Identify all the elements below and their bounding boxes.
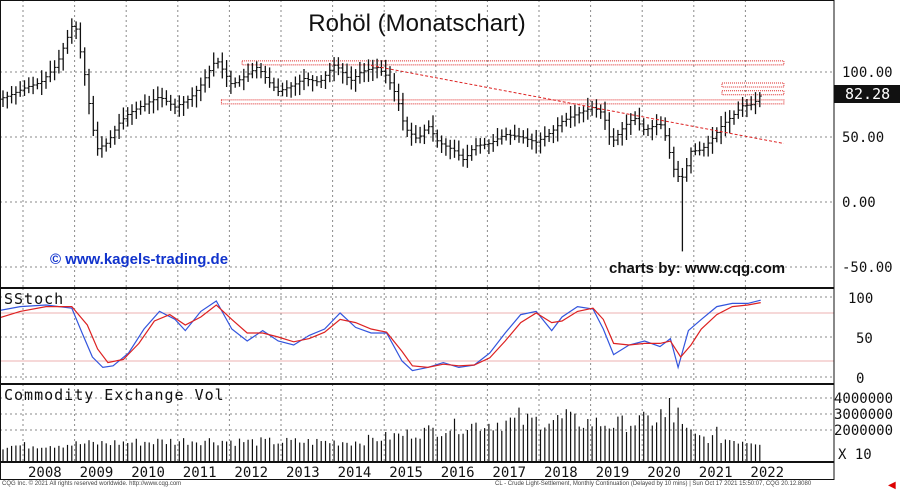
watermark-kagels: © www.kagels-trading.de	[50, 251, 229, 268]
footer-copyright: CQG Inc. © 2021 All rights reserved worl…	[2, 481, 182, 487]
x-axis-year: 2012	[234, 465, 268, 481]
pane-border	[0, 384, 835, 462]
scroll-left-arrow-icon[interactable]: ◀	[888, 480, 896, 491]
volume-axis-tick: 4000000	[834, 391, 893, 407]
volume-pane-label: Commodity Exchange Vol	[4, 386, 225, 404]
last-price-label: 82.28	[845, 85, 890, 103]
volume-bars	[2, 398, 761, 462]
x-axis-year: 2014	[338, 465, 372, 481]
x-axis-year: 2010	[131, 465, 165, 481]
stoch-axis-tick: 50	[856, 331, 873, 347]
x-axis-year: 2017	[492, 465, 526, 481]
trendline	[370, 65, 784, 144]
trendline-layer	[370, 65, 784, 144]
x-axis-year: 2008	[28, 465, 62, 481]
grid-layer	[0, 0, 834, 462]
resistance-levels	[220, 60, 785, 105]
pane-border	[0, 462, 835, 480]
x-axis-year: 2013	[286, 465, 320, 481]
pane-frames	[0, 0, 835, 480]
chart-title: Rohöl (Monatschart)	[308, 10, 526, 37]
price-axis-tick: -50.00	[842, 260, 893, 276]
x-axis-year: 2009	[80, 465, 114, 481]
x-axis-year: 2022	[750, 465, 784, 481]
stoch-axis-tick: 0	[856, 371, 864, 387]
x-axis-year: 2020	[647, 465, 681, 481]
volume-axis-tick: 3000000	[834, 407, 893, 423]
resistance-line	[220, 99, 785, 105]
price-axis-tick: 100.00	[842, 65, 893, 81]
stoch-slow-line	[0, 302, 761, 369]
stoch-axis-tick: 100	[848, 291, 873, 307]
stochastic-lines	[0, 299, 834, 372]
axis-labels: 100.00 50.00 0.00 -50.00 82.28 100 50 0 40000003…	[28, 65, 900, 481]
footer-contract-info: CL - Crude Light-Settlement, Monthly Con…	[495, 481, 812, 487]
x-axis-year: 2018	[544, 465, 578, 481]
volume-multiplier-label: X 10	[838, 447, 872, 463]
stoch-pane-label: SStoch	[4, 290, 65, 308]
price-axis-tick: 50.00	[842, 130, 884, 146]
resistance-line	[721, 82, 785, 88]
x-axis-year: 2016	[441, 465, 475, 481]
x-axis-year: 2021	[699, 465, 733, 481]
price-bars	[0, 18, 762, 252]
resistance-line	[241, 60, 785, 66]
x-axis-year: 2019	[596, 465, 630, 481]
pane-border	[0, 0, 835, 288]
last-price-box	[834, 85, 900, 103]
stoch-fast-line	[0, 299, 761, 372]
volume-axis-tick: 2000000	[834, 423, 893, 439]
watermark-cqg: charts by: www.cqg.com	[609, 260, 786, 277]
price-axis-tick: 0.00	[842, 195, 876, 211]
resistance-line	[721, 90, 785, 96]
pane-border	[0, 288, 835, 384]
x-axis-year: 2015	[389, 465, 423, 481]
x-axis-year: 2011	[183, 465, 217, 481]
